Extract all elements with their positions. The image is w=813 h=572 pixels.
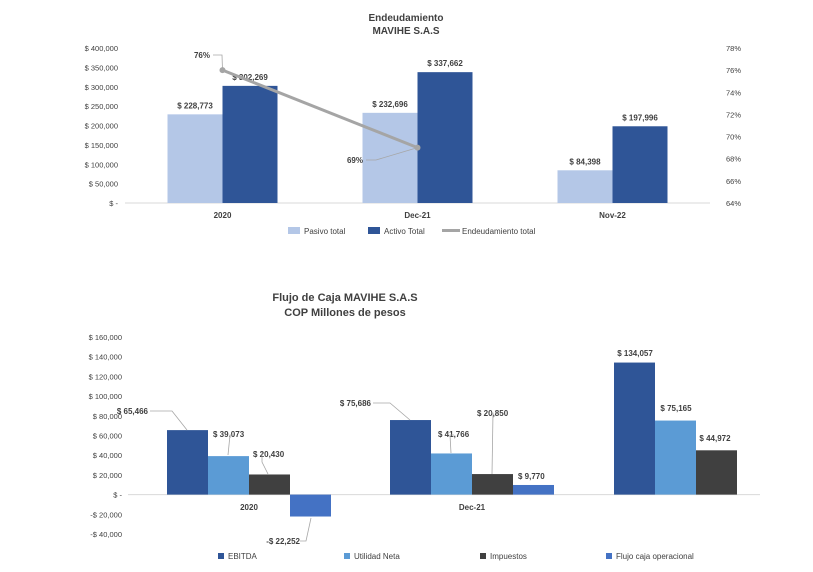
chart2-data-label: $ 75,165 xyxy=(660,404,692,413)
chart2-legend-label: Utilidad Neta xyxy=(354,552,400,561)
chart2-bar-flujo-caja-operacional xyxy=(290,494,331,517)
chart1-ytick: $ 400,000 xyxy=(85,44,118,53)
chart1-y2tick: 64% xyxy=(726,199,741,208)
chart1-line-endeudamiento xyxy=(221,68,419,150)
chart1-line-label: 69% xyxy=(347,156,363,165)
chart1-bar-activo-total xyxy=(222,85,278,203)
chart2-leader-line xyxy=(150,410,188,431)
chart1-bar-activo-total xyxy=(612,126,668,203)
chart2-legend-swatch xyxy=(218,553,224,559)
chart2-bar-ebitda xyxy=(614,362,655,495)
chart1-y2tick: 78% xyxy=(726,44,741,53)
chart1-leader-line xyxy=(366,147,418,161)
chart1-category-label: Dec-21 xyxy=(404,211,431,220)
chart2-ytick: $ 120,000 xyxy=(89,372,122,381)
chart1-category-label: 2020 xyxy=(214,211,232,220)
chart1-data-label: $ 232,696 xyxy=(372,100,408,109)
chart2-bar-ebitda xyxy=(390,420,431,495)
chart1-line-label: 76% xyxy=(194,51,210,60)
chart2-data-label: $ 65,466 xyxy=(117,407,149,416)
chart1-data-label: $ 337,662 xyxy=(427,59,463,68)
chart2-ytick: -$ 40,000 xyxy=(90,530,122,539)
chart1-legend-swatch xyxy=(288,227,300,234)
chart1-bar-pasivo-total xyxy=(362,112,418,203)
chart2-ytick: $ 40,000 xyxy=(93,451,122,460)
chart2-ytick: -$ 20,000 xyxy=(90,510,122,519)
chart1-ytick: $ 150,000 xyxy=(85,141,118,150)
chart2-leader-line xyxy=(261,452,269,475)
chart1-bar-pasivo-total xyxy=(557,170,613,203)
chart2-title: Flujo de Caja MAVIHE S.A.S xyxy=(272,292,417,304)
chart1-ytick: $ 200,000 xyxy=(85,122,118,131)
chart2-ytick: $ 160,000 xyxy=(89,333,122,342)
chart1-title: Endeudamiento xyxy=(368,13,443,24)
chart1-bar-pasivo-total xyxy=(167,114,223,203)
chart2-data-label: $ 44,972 xyxy=(699,434,731,443)
chart1-y2tick: 72% xyxy=(726,110,741,119)
chart2-ytick: $ 80,000 xyxy=(93,412,122,421)
chart2-category-label: Dec-21 xyxy=(459,503,486,512)
chart2-legend-label: Impuestos xyxy=(490,552,527,561)
chart2-ytick: $ 100,000 xyxy=(89,392,122,401)
chart2-bar-impuestos xyxy=(249,474,290,495)
chart1-data-label: $ 228,773 xyxy=(177,101,213,110)
chart1-ytick: $ 300,000 xyxy=(85,83,118,92)
chart2-ytick: $ - xyxy=(113,491,122,500)
chart2-leader-line xyxy=(227,434,234,456)
chart2-data-label: $ 41,766 xyxy=(438,430,470,439)
chart1-y2tick: 66% xyxy=(726,177,741,186)
chart1-legend-swatch xyxy=(368,227,380,234)
chart2-data-label: $ 134,057 xyxy=(617,349,653,358)
chart2-ytick: $ 20,000 xyxy=(93,471,122,480)
chart1-legend-label: Endeudamiento total xyxy=(462,227,536,236)
chart2-leader-line xyxy=(300,517,312,542)
chart2-data-label: $ 9,770 xyxy=(518,472,545,481)
chart1-leader-line xyxy=(213,54,223,71)
chart2-bar-impuestos xyxy=(472,474,513,495)
chart2-leader-line xyxy=(373,402,411,421)
chart1-data-label: $ 197,996 xyxy=(622,113,658,122)
chart2-data-label: $ 20,430 xyxy=(253,450,285,459)
chart1-subtitle: MAVIHE S.A.S xyxy=(372,26,439,37)
chart2-bar-utilidad-neta xyxy=(655,420,696,495)
chart1-legend-label: Activo Total xyxy=(384,227,425,236)
chart2-bar-ebitda xyxy=(167,430,208,495)
chart2-data-label: -$ 22,252 xyxy=(266,537,300,546)
chart2-data-label: $ 75,686 xyxy=(340,399,372,408)
chart1-data-label: $ 84,398 xyxy=(569,157,601,166)
chart2-legend-swatch xyxy=(606,553,612,559)
chart2-leader-line xyxy=(449,434,454,454)
chart1-category-label: Nov-22 xyxy=(599,211,626,220)
chart2-bar-utilidad-neta xyxy=(208,456,249,495)
chart1-ytick: $ 50,000 xyxy=(89,180,118,189)
chart2-category-label: 2020 xyxy=(240,503,258,512)
chart1-y2tick: 76% xyxy=(726,66,741,75)
chart1-legend-label: Pasivo total xyxy=(304,227,346,236)
chart2-bar-utilidad-neta xyxy=(431,453,472,495)
chart1-bar-activo-total xyxy=(417,72,473,203)
chart1-y2tick: 68% xyxy=(726,155,741,164)
chart1-ytick: $ 100,000 xyxy=(85,160,118,169)
chart1-y2tick: 74% xyxy=(726,88,741,97)
chart1-ytick: $ - xyxy=(109,199,118,208)
chart2-ytick: $ 60,000 xyxy=(93,432,122,441)
chart2-legend-label: Flujo caja operacional xyxy=(616,552,694,561)
chart2-legend-swatch xyxy=(344,553,350,559)
chart2-subtitle: COP Millones de pesos xyxy=(284,307,405,319)
chart2-legend-swatch xyxy=(480,553,486,559)
chart2-data-label: $ 39,073 xyxy=(213,430,245,439)
chart1-ytick: $ 250,000 xyxy=(85,102,118,111)
chart2-bar-flujo-caja-operacional xyxy=(513,484,554,495)
chart2-bar-impuestos xyxy=(696,450,737,495)
chart2-ytick: $ 140,000 xyxy=(89,353,122,362)
chart1-y2tick: 70% xyxy=(726,133,741,142)
chart2-leader-line xyxy=(491,412,494,475)
chart1-ytick: $ 350,000 xyxy=(85,63,118,72)
chart1-data-label: $ 302,269 xyxy=(232,73,268,82)
chart2-legend-label: EBITDA xyxy=(228,552,258,561)
